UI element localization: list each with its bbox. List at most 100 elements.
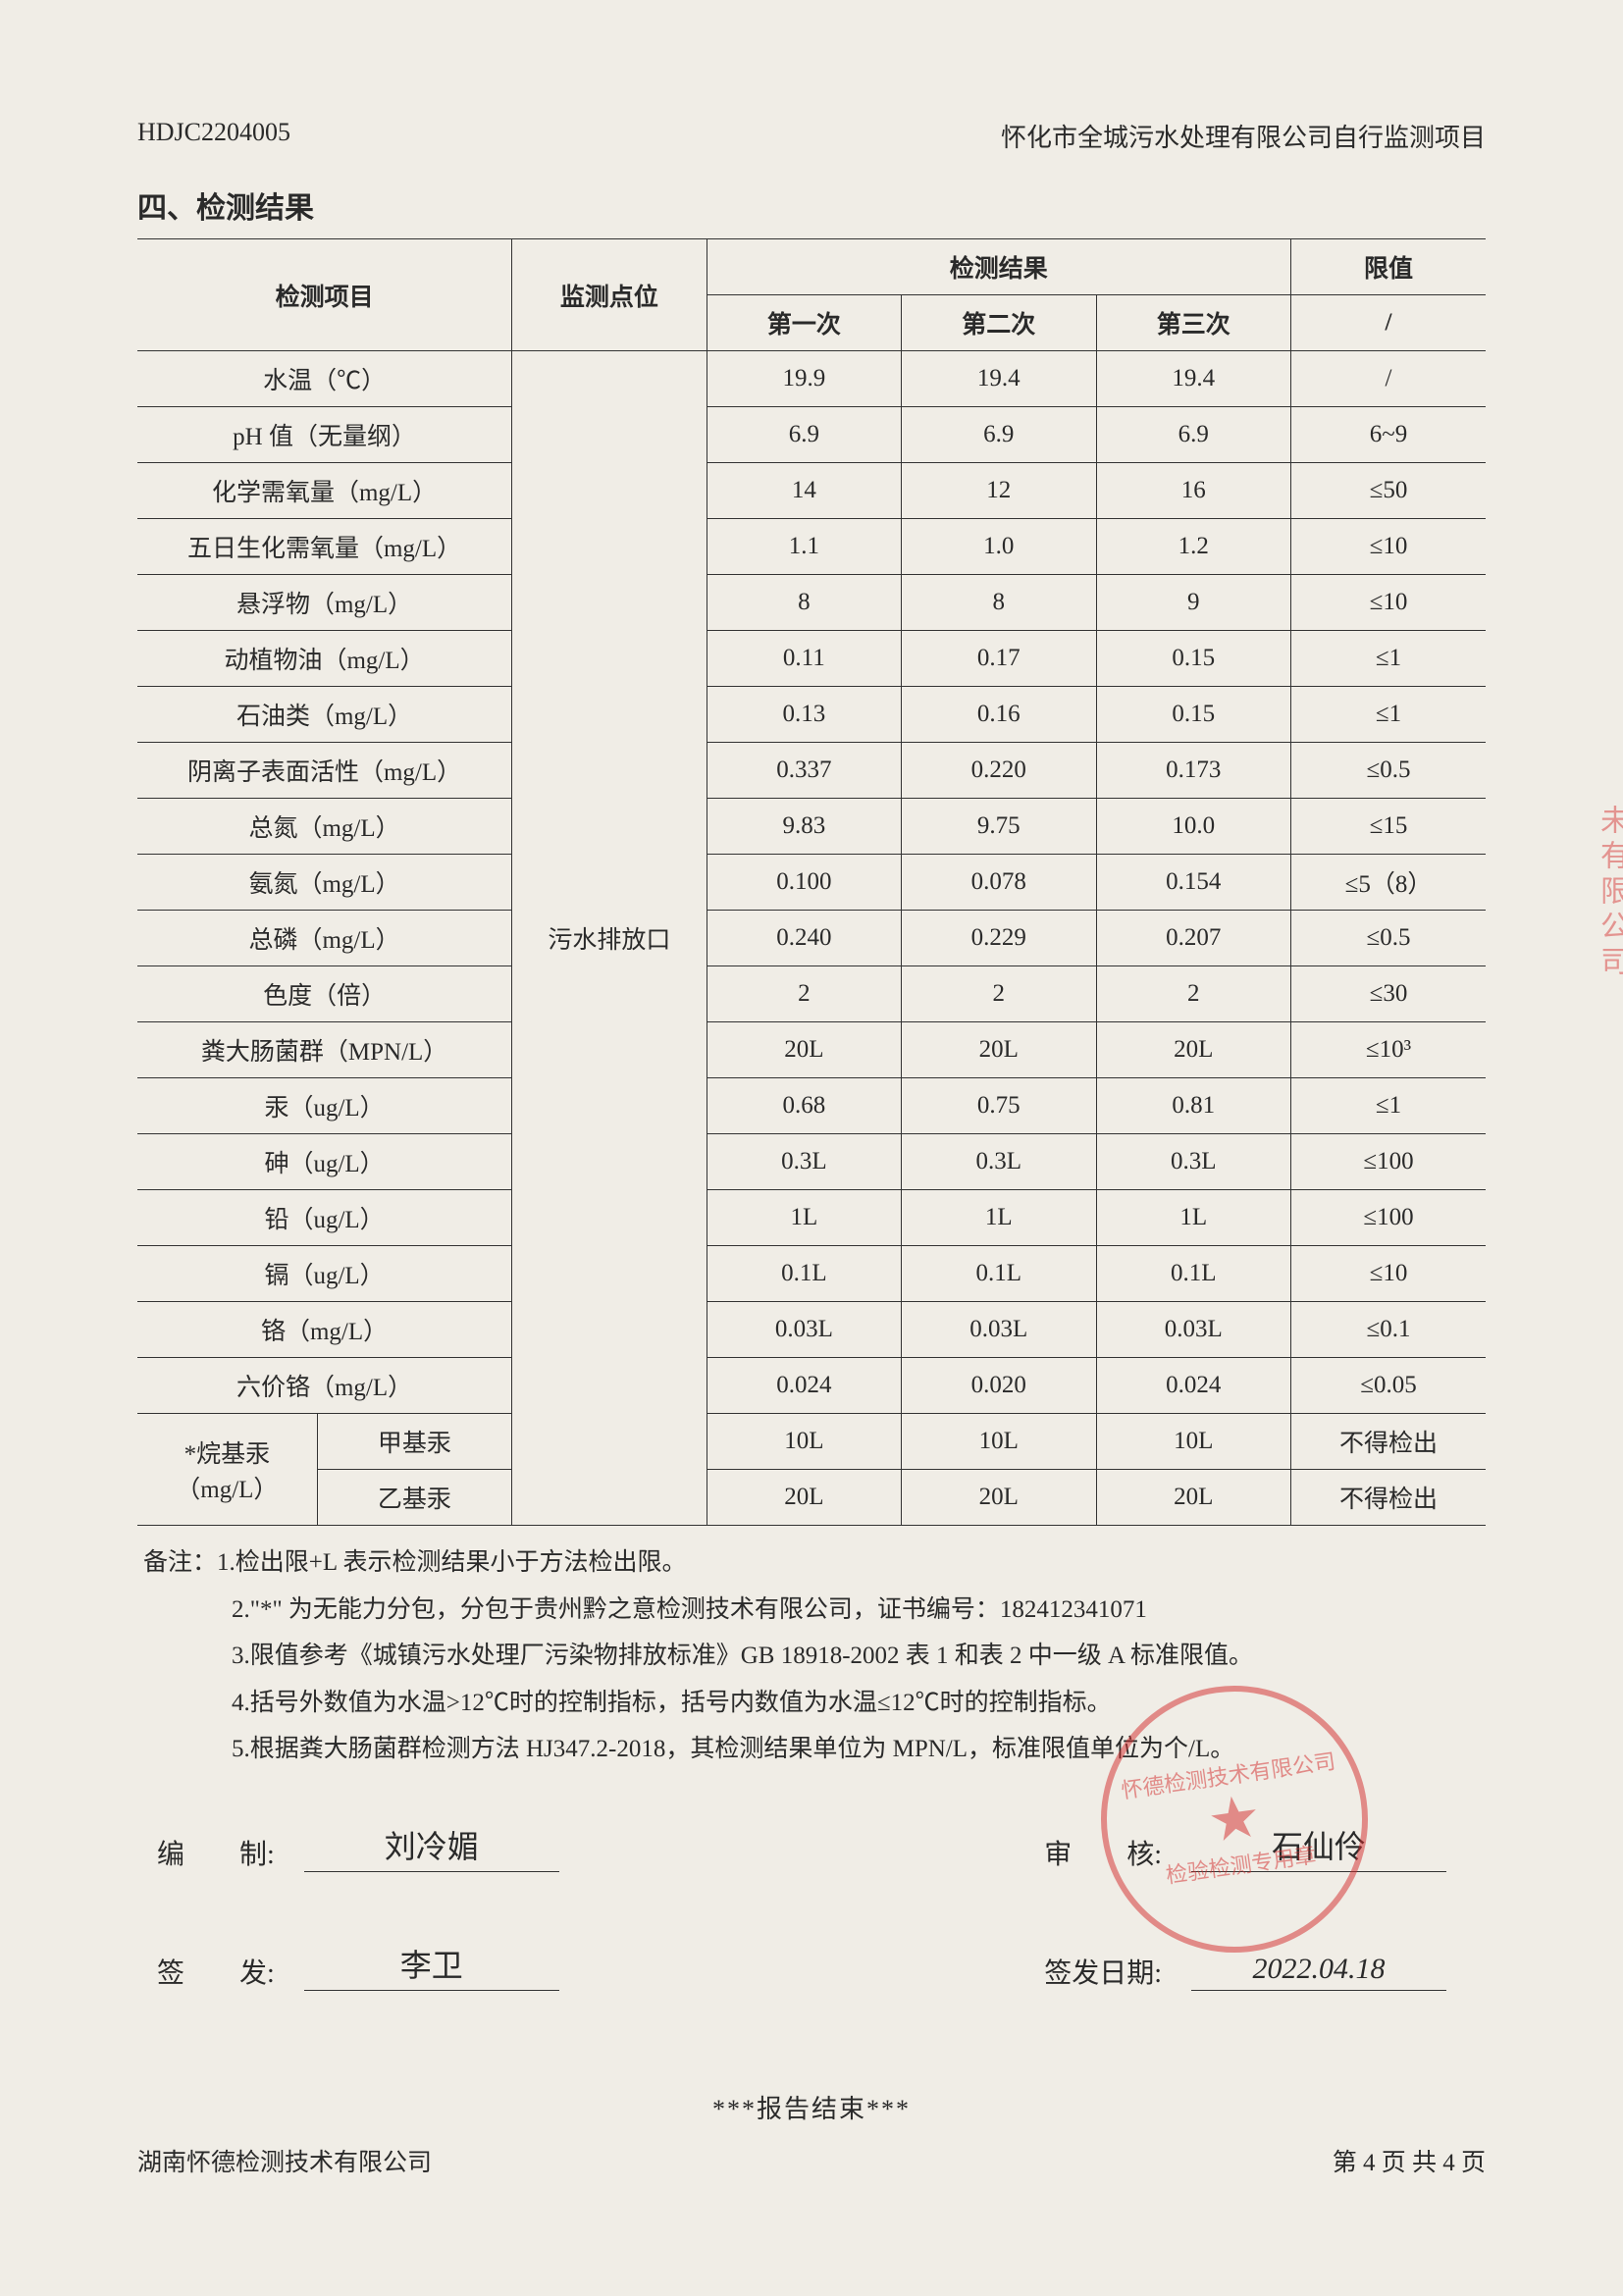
note-2: 2."*" 为无能力分包，分包于贵州黔之意检测技术有限公司，证书编号：18241… xyxy=(143,1587,1486,1634)
cell-value: 0.15 xyxy=(1096,631,1290,687)
cell-alkyl-sub: 甲基汞 xyxy=(317,1414,511,1470)
cell-value: 0.1L xyxy=(902,1246,1096,1302)
cell-value: 6.9 xyxy=(902,407,1096,463)
cell-value: 0.3L xyxy=(902,1134,1096,1190)
table-row: 氨氮（mg/L）0.1000.0780.154≤5（8） xyxy=(137,855,1486,911)
cell-value: 19.4 xyxy=(1096,351,1290,407)
notes-block: 备注：1.检出限+L 表示检测结果小于方法检出限。 2."*" 为无能力分包，分… xyxy=(137,1539,1486,1773)
cell-value: 8 xyxy=(707,575,901,631)
cell-limit: ≤30 xyxy=(1290,966,1486,1022)
signature-row-1: 编 制: 刘冷媚 审 核: 石仙伶 xyxy=(137,1822,1486,1872)
cell-item: 动植物油（mg/L） xyxy=(137,631,512,687)
th-r1: 第一次 xyxy=(707,295,901,351)
cell-value: 6.9 xyxy=(1096,407,1290,463)
cell-value: 8 xyxy=(902,575,1096,631)
table-row: 粪大肠菌群（MPN/L）20L20L20L≤10³ xyxy=(137,1022,1486,1078)
cell-value: 0.81 xyxy=(1096,1078,1290,1134)
cell-value: 0.03L xyxy=(707,1302,901,1358)
cell-value: 10.0 xyxy=(1096,799,1290,855)
cell-limit: ≤10³ xyxy=(1290,1022,1486,1078)
cell-value: 0.240 xyxy=(707,911,901,966)
cell-value: 0.229 xyxy=(902,911,1096,966)
section-title: 四、检测结果 xyxy=(137,183,1486,227)
signature-row-2: 签 发: 李卫 签发日期: 2022.04.18 xyxy=(137,1941,1486,1991)
table-row: 铅（ug/L）1L1L1L≤100 xyxy=(137,1190,1486,1246)
cell-value: 10L xyxy=(707,1414,901,1470)
issue-date: 2022.04.18 xyxy=(1191,1953,1446,1991)
cell-value: 12 xyxy=(902,463,1096,519)
th-item: 检测项目 xyxy=(137,239,512,351)
table-row: 化学需氧量（mg/L）141216≤50 xyxy=(137,463,1486,519)
cell-limit: ≤10 xyxy=(1290,519,1486,575)
footer-company: 湖南怀德检测技术有限公司 xyxy=(137,2143,432,2178)
table-row: 石油类（mg/L）0.130.160.15≤1 xyxy=(137,687,1486,743)
table-row: 乙基汞20L20L20L不得检出 xyxy=(137,1470,1486,1526)
cell-limit: ≤10 xyxy=(1290,1246,1486,1302)
cell-value: 0.3L xyxy=(1096,1134,1290,1190)
cell-limit: / xyxy=(1290,351,1486,407)
cell-value: 20L xyxy=(707,1022,901,1078)
cell-limit: 6~9 xyxy=(1290,407,1486,463)
edge-seal-fragment: 未有限公司 xyxy=(1590,805,1623,981)
cell-value: 0.020 xyxy=(902,1358,1096,1414)
cell-value: 0.024 xyxy=(707,1358,901,1414)
cell-item: 阴离子表面活性（mg/L） xyxy=(137,743,512,799)
cell-value: 2 xyxy=(707,966,901,1022)
cell-limit: ≤50 xyxy=(1290,463,1486,519)
cell-value: 19.9 xyxy=(707,351,901,407)
cell-value: 0.024 xyxy=(1096,1358,1290,1414)
doc-title: 怀化市全城污水处理有限公司自行监测项目 xyxy=(1001,118,1486,154)
cell-item: 氨氮（mg/L） xyxy=(137,855,512,911)
th-point: 监测点位 xyxy=(512,239,707,351)
table-row: 悬浮物（mg/L）889≤10 xyxy=(137,575,1486,631)
th-limit: 限值 xyxy=(1290,239,1486,295)
cell-alkyl-group: *烷基汞（mg/L） xyxy=(137,1414,317,1526)
cell-limit: ≤5（8） xyxy=(1290,855,1486,911)
reviewer-label: 审 核: xyxy=(1044,1833,1162,1872)
cell-item: 汞（ug/L） xyxy=(137,1078,512,1134)
cell-value: 0.3L xyxy=(707,1134,901,1190)
cell-item: 粪大肠菌群（MPN/L） xyxy=(137,1022,512,1078)
cell-limit: ≤1 xyxy=(1290,1078,1486,1134)
cell-item: 砷（ug/L） xyxy=(137,1134,512,1190)
cell-value: 1L xyxy=(1096,1190,1290,1246)
th-limit-sub: / xyxy=(1290,295,1486,351)
cell-item: pH 值（无量纲） xyxy=(137,407,512,463)
footer-pagination: 第 4 页 共 4 页 xyxy=(1333,2143,1486,2178)
cell-limit: ≤0.5 xyxy=(1290,743,1486,799)
cell-limit: 不得检出 xyxy=(1290,1414,1486,1470)
cell-value: 1L xyxy=(707,1190,901,1246)
cell-value: 0.03L xyxy=(1096,1302,1290,1358)
cell-value: 0.15 xyxy=(1096,687,1290,743)
reviewer-signature: 石仙伶 xyxy=(1191,1822,1446,1872)
note-1: 1.检出限+L 表示检测结果小于方法检出限。 xyxy=(217,1549,686,1576)
table-row: 总磷（mg/L）0.2400.2290.207≤0.5 xyxy=(137,911,1486,966)
compiler-signature: 刘冷媚 xyxy=(304,1822,559,1872)
cell-value: 2 xyxy=(902,966,1096,1022)
cell-limit: ≤10 xyxy=(1290,575,1486,631)
cell-value: 0.100 xyxy=(707,855,901,911)
cell-value: 0.220 xyxy=(902,743,1096,799)
cell-value: 0.68 xyxy=(707,1078,901,1134)
table-row: pH 值（无量纲）6.96.96.96~9 xyxy=(137,407,1486,463)
cell-item: 水温（℃） xyxy=(137,351,512,407)
table-row: 水温（℃）污水排放口19.919.419.4/ xyxy=(137,351,1486,407)
cell-item: 石油类（mg/L） xyxy=(137,687,512,743)
cell-limit: ≤0.05 xyxy=(1290,1358,1486,1414)
cell-value: 6.9 xyxy=(707,407,901,463)
cell-value: 20L xyxy=(1096,1470,1290,1526)
table-row: 砷（ug/L）0.3L0.3L0.3L≤100 xyxy=(137,1134,1486,1190)
cell-item: 总氮（mg/L） xyxy=(137,799,512,855)
compiler-label: 编 制: xyxy=(157,1833,275,1872)
table-row: 铬（mg/L）0.03L0.03L0.03L≤0.1 xyxy=(137,1302,1486,1358)
issue-date-label: 签发日期: xyxy=(1044,1952,1162,1991)
cell-value: 0.13 xyxy=(707,687,901,743)
cell-value: 0.337 xyxy=(707,743,901,799)
cell-value: 10L xyxy=(1096,1414,1290,1470)
doc-number: HDJC2204005 xyxy=(137,118,290,154)
cell-value: 1.0 xyxy=(902,519,1096,575)
table-row: 动植物油（mg/L）0.110.170.15≤1 xyxy=(137,631,1486,687)
table-row: 阴离子表面活性（mg/L）0.3370.2200.173≤0.5 xyxy=(137,743,1486,799)
table-row: *烷基汞（mg/L）甲基汞10L10L10L不得检出 xyxy=(137,1414,1486,1470)
cell-value: 9.75 xyxy=(902,799,1096,855)
